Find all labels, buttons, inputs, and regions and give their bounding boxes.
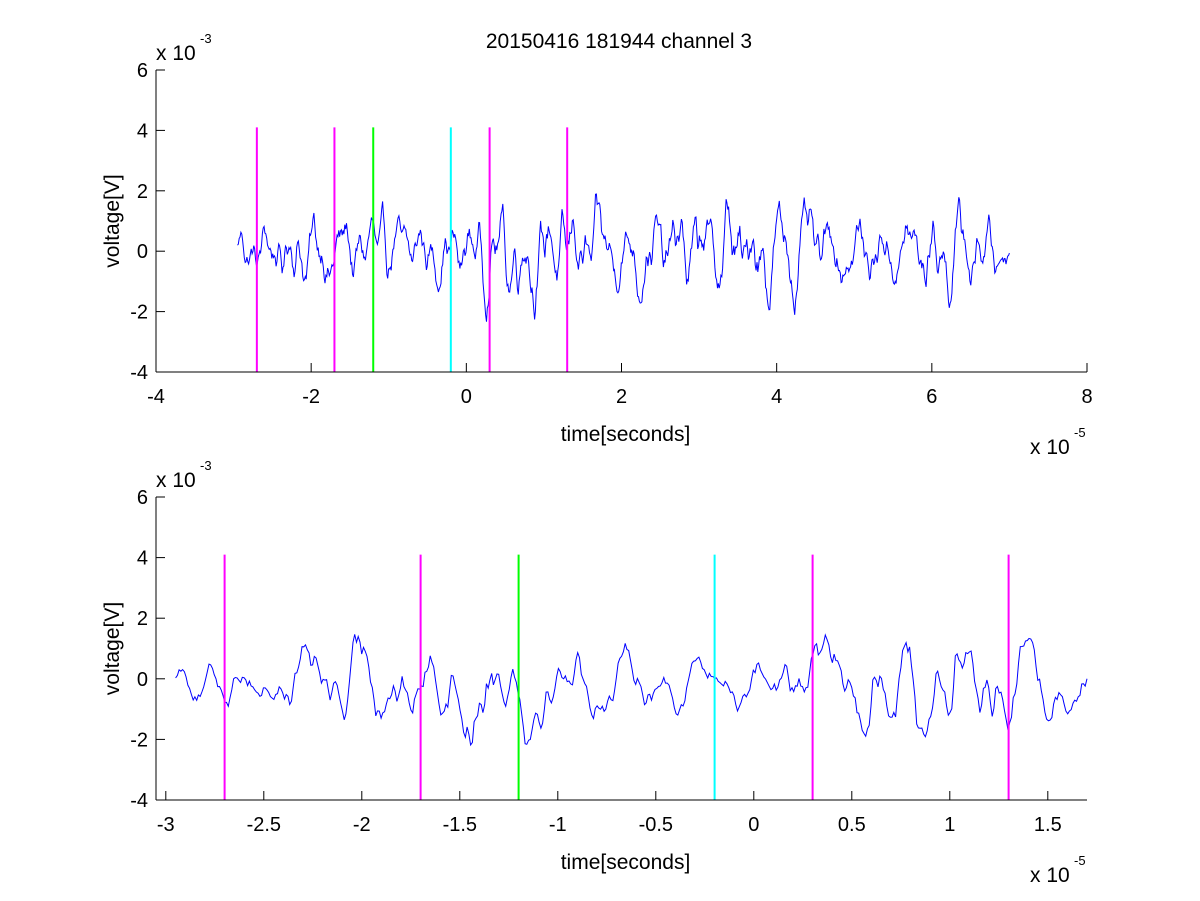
y-axis-label: voltage[V] — [101, 174, 124, 267]
y-tick-label: 0 — [137, 241, 148, 263]
y-tick-label: 6 — [137, 487, 148, 509]
x-axis-label: time[seconds] — [561, 851, 691, 874]
y-tick-label: -4 — [130, 790, 148, 812]
x-tick-label: -2.5 — [247, 814, 281, 836]
y-exponent-label: x 10 — [156, 469, 196, 492]
y-tick-label: 2 — [137, 608, 148, 630]
x-tick-label: -4 — [147, 386, 165, 408]
x-tick-label: 0 — [748, 814, 759, 836]
x-tick-label: -1 — [549, 814, 567, 836]
figure-title: 20150416 181944 channel 3 — [486, 30, 752, 53]
x-exponent-label: x 10 — [1030, 864, 1070, 887]
x-exponent-value: -5 — [1074, 425, 1086, 440]
y-tick-label: 4 — [137, 548, 148, 570]
subplot-1: -4 -2 0 2 4 6 8 -4 -2 0 2 4 6 time[seconds] voltage[V]… — [101, 31, 1093, 459]
x-axis-label: time[seconds] — [561, 423, 691, 446]
x-tick-label: 2 — [616, 386, 627, 408]
x-tick-label: 0 — [461, 386, 472, 408]
x-tick-label: 1.5 — [1034, 814, 1062, 836]
y-tick-label: -4 — [130, 362, 148, 384]
signal-line — [175, 633, 1088, 747]
x-tick-label: -1.5 — [443, 814, 477, 836]
x-tick-label: 0.5 — [838, 814, 866, 836]
x-tick-label: -3 — [157, 814, 175, 836]
x-tick-label: 1 — [944, 814, 955, 836]
y-exponent-value: -3 — [200, 458, 212, 473]
x-tick-label: -0.5 — [639, 814, 673, 836]
x-tick-label: 4 — [771, 386, 782, 408]
x-tick-label: 8 — [1081, 386, 1092, 408]
x-tick-label: -2 — [302, 386, 320, 408]
x-exponent-label: x 10 — [1030, 436, 1070, 459]
y-tick-label: 4 — [137, 120, 148, 142]
x-tick-label: -2 — [353, 814, 371, 836]
y-axis-label: voltage[V] — [101, 602, 124, 695]
x-exponent-value: -5 — [1074, 853, 1086, 868]
y-exponent-label: x 10 — [156, 42, 196, 65]
subplot-2: -3 -2.5 -2 -1.5 -1 -0.5 0 0.5 1 1.5 -4 -2 0 2 4 6 time[s… — [101, 458, 1088, 887]
y-exponent-value: -3 — [200, 31, 212, 46]
x-tick-label: 6 — [926, 386, 937, 408]
signal-line — [237, 193, 1010, 322]
y-tick-label: 6 — [137, 60, 148, 82]
y-tick-label: -2 — [130, 302, 148, 324]
y-tick-label: 2 — [137, 181, 148, 203]
y-tick-label: 0 — [137, 669, 148, 691]
y-tick-label: -2 — [130, 729, 148, 751]
